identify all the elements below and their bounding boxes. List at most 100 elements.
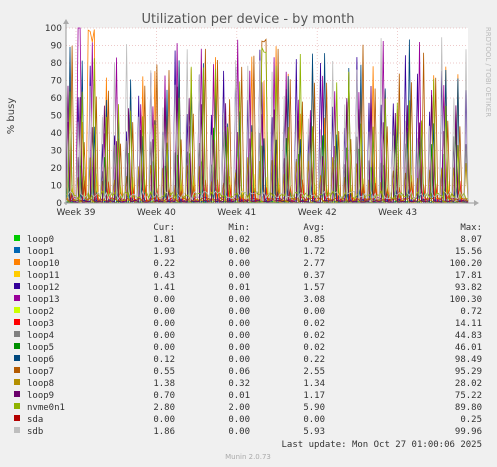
legend-series-name: loop9 [27, 391, 54, 401]
legend-value-avg: 0.22 [303, 355, 325, 365]
legend-column-header: Min: [228, 223, 250, 233]
legend-value-avg: 5.90 [303, 403, 325, 413]
x-tick-label: Week 42 [298, 208, 337, 218]
legend-series-name: loop3 [27, 319, 54, 329]
legend-value-min: 0.00 [228, 355, 250, 365]
y-tick-label: 0 [56, 199, 62, 209]
legend-value-cur: 1.38 [153, 379, 175, 389]
legend-column-header: Cur: [153, 223, 175, 233]
legend-swatch [14, 391, 20, 397]
series-line-sdb [65, 37, 469, 201]
chart-title: Utilization per device - by month [142, 12, 355, 27]
legend-value-min: 0.00 [228, 415, 250, 425]
legend-value-min: 0.01 [228, 391, 250, 401]
legend-value-avg: 1.17 [303, 391, 325, 401]
legend-value-min: 0.00 [228, 307, 250, 317]
legend-value-max: 75.22 [455, 391, 482, 401]
legend-value-max: 89.80 [455, 403, 482, 413]
y-tick-label: 20 [51, 164, 63, 174]
legend-value-avg: 0.00 [303, 415, 325, 425]
legend-swatch [14, 379, 20, 385]
legend-series-name: sda [27, 415, 43, 425]
side-label: RRDTOOL / TOBI OETIKER [484, 27, 492, 117]
legend-series-name: sdb [27, 427, 43, 437]
legend-value-avg: 2.55 [303, 367, 325, 377]
legend-value-cur: 0.70 [153, 391, 175, 401]
legend-value-cur: 0.00 [153, 415, 175, 425]
legend-value-min: 0.02 [228, 235, 250, 245]
legend-value-min: 0.00 [228, 427, 250, 437]
legend-value-avg: 1.72 [303, 247, 325, 257]
legend-value-min: 0.00 [228, 247, 250, 257]
legend-value-avg: 1.34 [303, 379, 325, 389]
legend-series-name: nvme0n1 [27, 403, 65, 413]
legend-value-max: 44.83 [455, 331, 482, 341]
legend-value-max: 95.29 [455, 367, 482, 377]
legend-value-avg: 0.02 [303, 331, 325, 341]
legend-value-max: 17.81 [455, 271, 482, 281]
legend-value-max: 98.49 [455, 355, 482, 365]
legend-value-cur: 1.41 [153, 283, 175, 293]
x-axis-arrow [474, 200, 479, 206]
legend-value-min: 0.00 [228, 295, 250, 305]
legend-value-max: 8.07 [460, 235, 482, 245]
legend-value-max: 100.30 [449, 295, 482, 305]
legend-series-name: loop5 [27, 343, 54, 353]
legend-value-avg: 2.77 [303, 259, 325, 269]
legend-series-name: loop13 [27, 295, 60, 305]
y-tick-label: 30 [51, 147, 63, 157]
legend-value-avg: 3.08 [303, 295, 325, 305]
legend-value-cur: 0.00 [153, 295, 175, 305]
legend-column-header: Avg: [303, 223, 325, 233]
y-tick-label: 80 [51, 59, 63, 69]
legend-series-name: loop0 [27, 235, 54, 245]
legend-value-min: 0.00 [228, 331, 250, 341]
legend-value-max: 93.82 [455, 283, 482, 293]
legend-value-avg: 0.02 [303, 319, 325, 329]
legend-value-max: 14.11 [455, 319, 482, 329]
legend-value-avg: 1.57 [303, 283, 325, 293]
legend-series-name: loop12 [27, 283, 60, 293]
legend-value-avg: 0.00 [303, 307, 325, 317]
y-tick-label: 60 [51, 94, 63, 104]
legend-value-min: 0.00 [228, 319, 250, 329]
legend-swatch [14, 331, 20, 337]
legend-value-cur: 2.80 [153, 403, 175, 413]
axes: 0 10 20 30 40 50 60 70 80 90 100 Week 39 Week 40 Week… [45, 19, 479, 218]
y-tick-label: 90 [51, 42, 63, 52]
last-update: Last update: Mon Oct 27 01:00:06 2025 [282, 440, 482, 450]
series-line-nvme0n1 [66, 47, 469, 201]
legend-value-min: 0.00 [228, 343, 250, 353]
legend-value-avg: 0.37 [303, 271, 325, 281]
legend-value-max: 46.01 [455, 343, 482, 353]
y-tick-label: 40 [51, 129, 63, 139]
y-tick-label: 70 [51, 77, 63, 87]
legend-swatch [14, 319, 20, 325]
legend-value-min: 0.32 [228, 379, 250, 389]
legend-swatch [14, 403, 20, 409]
legend-value-cur: 0.00 [153, 331, 175, 341]
legend-swatch [14, 343, 20, 349]
legend-series-name: loop8 [27, 379, 54, 389]
legend: Cur: Min: Avg: Max: loop0 1.81 0.02 0.85 8.07 loo… [14, 223, 482, 437]
legend-swatch [14, 307, 20, 313]
legend-value-cur: 1.81 [153, 235, 175, 245]
legend-value-avg: 0.85 [303, 235, 325, 245]
legend-swatch [14, 271, 20, 277]
legend-value-cur: 0.00 [153, 307, 175, 317]
legend-value-min: 0.00 [228, 271, 250, 281]
legend-value-max: 0.25 [460, 415, 482, 425]
legend-value-cur: 0.00 [153, 319, 175, 329]
legend-value-avg: 5.93 [303, 427, 325, 437]
legend-value-cur: 0.12 [153, 355, 175, 365]
legend-value-cur: 0.22 [153, 259, 175, 269]
legend-value-max: 15.56 [455, 247, 482, 257]
y-axis-label: % busy [6, 98, 17, 135]
legend-swatch [14, 427, 20, 433]
legend-value-min: 0.01 [228, 283, 250, 293]
legend-column-header: Max: [460, 223, 482, 233]
legend-swatch [14, 367, 20, 373]
legend-swatch [14, 283, 20, 289]
legend-value-min: 0.06 [228, 367, 250, 377]
